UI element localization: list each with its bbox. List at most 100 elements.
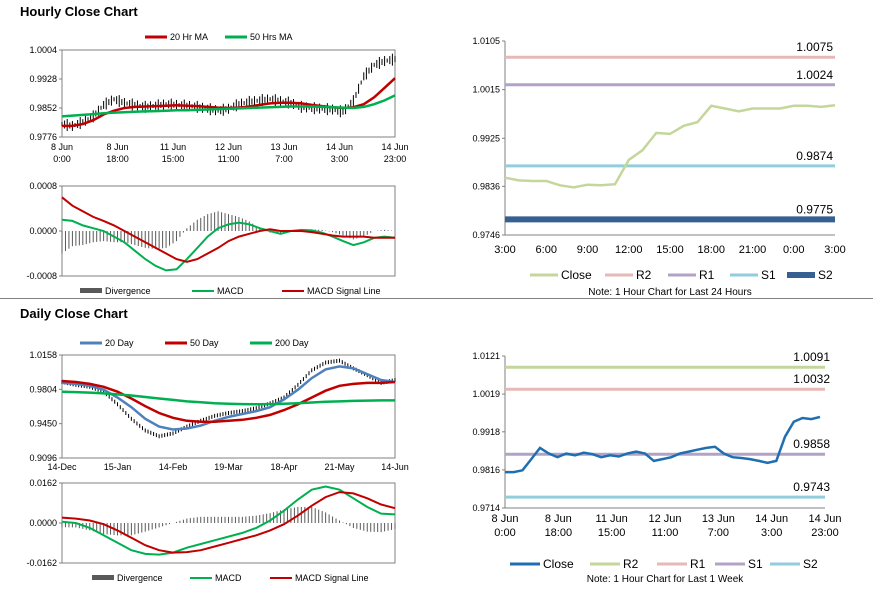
hourly-price-ytick-label: 0.9776 (29, 132, 57, 142)
daily-levels-legend-close-label: Close (543, 557, 574, 571)
daily-section-title: Daily Close Chart (20, 306, 128, 321)
hourly-levels-xtick-label: 12:00 (615, 244, 643, 256)
daily-levels-xtick-date: 11 Jun (596, 513, 628, 525)
daily-macd-ytick-label: 0.0000 (29, 518, 57, 528)
hourly-price-plot-area (61, 49, 396, 138)
daily-levels-xtick-date: 12 Jun (648, 513, 681, 525)
daily-levels-xtick-date: 8 Jun (545, 513, 572, 525)
daily-levels-note: Note: 1 Hour Chart for Last 1 Week (587, 574, 745, 585)
hourly-macd-signal-line (61, 196, 395, 263)
daily-50day-ma-line (61, 379, 396, 423)
daily-price-xtick-label: 21-May (324, 462, 355, 472)
daily-levels-xtick-time: 7:00 (708, 527, 729, 539)
daily-levels-ytick-label: 1.0019 (472, 389, 500, 399)
hourly-level-s2-label: 0.9775 (796, 202, 833, 216)
daily-levels-xtick-time: 18:00 (545, 527, 573, 539)
daily-level-s2-label: 0.9743 (793, 480, 830, 494)
hourly-levels-xtick-label: 6:00 (536, 244, 557, 256)
hourly-macd-chart: 0.0008 0.0000 -0.0008 Divergence MACD MACD Si… (26, 181, 396, 296)
hourly-price-xtick-date: 8 Jun (106, 142, 128, 152)
hourly-levels-xtick-label: 3:00 (824, 244, 845, 256)
hourly-levels-note: Note: 1 Hour Chart for Last 24 Hours (588, 287, 751, 298)
hourly-levels-legend-r1-label: R1 (699, 268, 715, 282)
hourly-levels-ytick-label: 1.0105 (472, 36, 500, 46)
daily-levels-legend-s1-label: S1 (748, 557, 763, 571)
daily-price-xtick-label: 14-Jun (381, 462, 409, 472)
daily-price-ytick-label: 0.9096 (29, 453, 57, 463)
daily-price-ytick-label: 0.9450 (29, 419, 57, 429)
hourly-price-ytick-label: 0.9852 (29, 103, 57, 113)
hourly-macd-signal-legend-label: MACD Signal Line (307, 286, 381, 296)
daily-price-xtick-label: 14-Dec (47, 462, 77, 472)
daily-levels-xtick-date: 14 Jun (808, 513, 841, 525)
hourly-section-title: Hourly Close Chart (20, 4, 138, 19)
hourly-levels-legend-s1-label: S1 (761, 268, 776, 282)
daily-macd-legend-label: MACD (215, 573, 242, 583)
hourly-price-ytick-label: 1.0004 (29, 45, 57, 55)
daily-price-plot-area (61, 354, 396, 459)
daily-price-xtick-label: 18-Apr (270, 462, 297, 472)
daily-levels-xtick-time: 3:00 (761, 527, 782, 539)
daily-level-r1-label: 1.0032 (793, 372, 830, 386)
hourly-levels-xtick-label: 21:00 (739, 244, 767, 256)
daily-levels-xtick-time: 11:00 (652, 527, 679, 539)
daily-levels-xtick-time: 0:00 (494, 527, 515, 539)
hourly-price-xtick-time: 7:00 (275, 154, 293, 164)
hourly-price-xtick-date: 14 Jun (326, 142, 353, 152)
hourly-divergence-legend-swatch (80, 288, 102, 293)
hourly-20hr-ma-line (62, 77, 396, 128)
hourly-levels-xtick-label: 3:00 (494, 244, 515, 256)
daily-levels-ytick-label: 0.9816 (472, 465, 500, 475)
daily-levels-ytick-label: 1.0121 (472, 351, 500, 361)
daily-levels-xtick-date: 8 Jun (492, 513, 519, 525)
hourly-levels-legend-s2-label: S2 (818, 268, 833, 282)
daily-levels-legend-s2-label: S2 (803, 557, 818, 571)
hourly-macd-line (61, 218, 396, 272)
daily-levels-xtick-date: 13 Jun (702, 513, 735, 525)
hourly-levels-xtick-label: 15:00 (656, 244, 684, 256)
hourly-price-xtick-time: 0:00 (53, 154, 71, 164)
daily-price-xtick-label: 14-Feb (159, 462, 188, 472)
hourly-macd-ytick-label: -0.0008 (26, 271, 57, 281)
hourly-levels-ytick-label: 0.9746 (472, 230, 500, 240)
daily-levels-xtick-time: 23:00 (811, 527, 839, 539)
hourly-divergence-legend-label: Divergence (105, 286, 151, 296)
daily-level-s1-label: 0.9858 (793, 437, 830, 451)
daily-levels-legend-r2-label: R2 (623, 557, 639, 571)
hourly-macd-ytick-label: 0.0000 (29, 226, 57, 236)
daily-levels-xtick-date: 14 Jun (755, 513, 788, 525)
hourly-levels-xtick-label: 0:00 (783, 244, 804, 256)
hourly-levels-ytick-label: 1.0015 (472, 85, 500, 95)
hourly-level-r2-label: 1.0075 (796, 40, 833, 54)
hourly-price-xtick-time: 3:00 (331, 154, 349, 164)
hourly-levels-chart: 1.0105 1.0015 0.9925 0.9836 0.9746 3:00 6:00 9:… (472, 36, 845, 298)
daily-divergence-legend-swatch (92, 575, 114, 580)
hourly-level-s1-label: 0.9874 (796, 149, 833, 163)
hourly-macd-ytick-label: 0.0008 (29, 181, 57, 191)
daily-price-ytick-label: 0.9804 (29, 384, 57, 394)
daily-20day-ma-line (61, 365, 396, 431)
daily-macd-signal-legend-label: MACD Signal Line (295, 573, 369, 583)
hourly-price-xtick-date: 14 Jun (381, 142, 408, 152)
daily-price-ytick-label: 1.0158 (29, 350, 57, 360)
hourly-levels-xtick-label: 18:00 (697, 244, 725, 256)
daily-macd-ytick-label: -0.0162 (26, 558, 57, 568)
hourly-level-r1-label: 1.0024 (796, 68, 833, 82)
daily-level-r2-label: 1.0091 (793, 350, 830, 364)
daily-close-line (505, 415, 821, 474)
hourly-50hr-ma-legend-label: 50 Hrs MA (250, 32, 293, 42)
hourly-price-xtick-date: 11 Jun (160, 142, 186, 152)
section-divider (0, 298, 873, 299)
daily-50day-legend-label: 50 Day (190, 338, 219, 348)
daily-20day-legend-label: 20 Day (105, 338, 134, 348)
daily-levels-ytick-label: 0.9714 (472, 503, 500, 513)
hourly-close-line (504, 104, 836, 189)
hourly-levels-legend-close-label: Close (561, 268, 592, 282)
daily-price-xtick-label: 15-Jan (104, 462, 132, 472)
daily-macd-ytick-label: 0.0162 (29, 478, 57, 488)
hourly-levels-ytick-label: 0.9836 (472, 181, 500, 191)
daily-macd-chart: 0.0162 0.0000 -0.0162 Divergence MACD MACD Si… (26, 478, 396, 583)
hourly-price-xtick-time: 15:00 (162, 154, 185, 164)
daily-200day-ma-line (61, 390, 395, 406)
